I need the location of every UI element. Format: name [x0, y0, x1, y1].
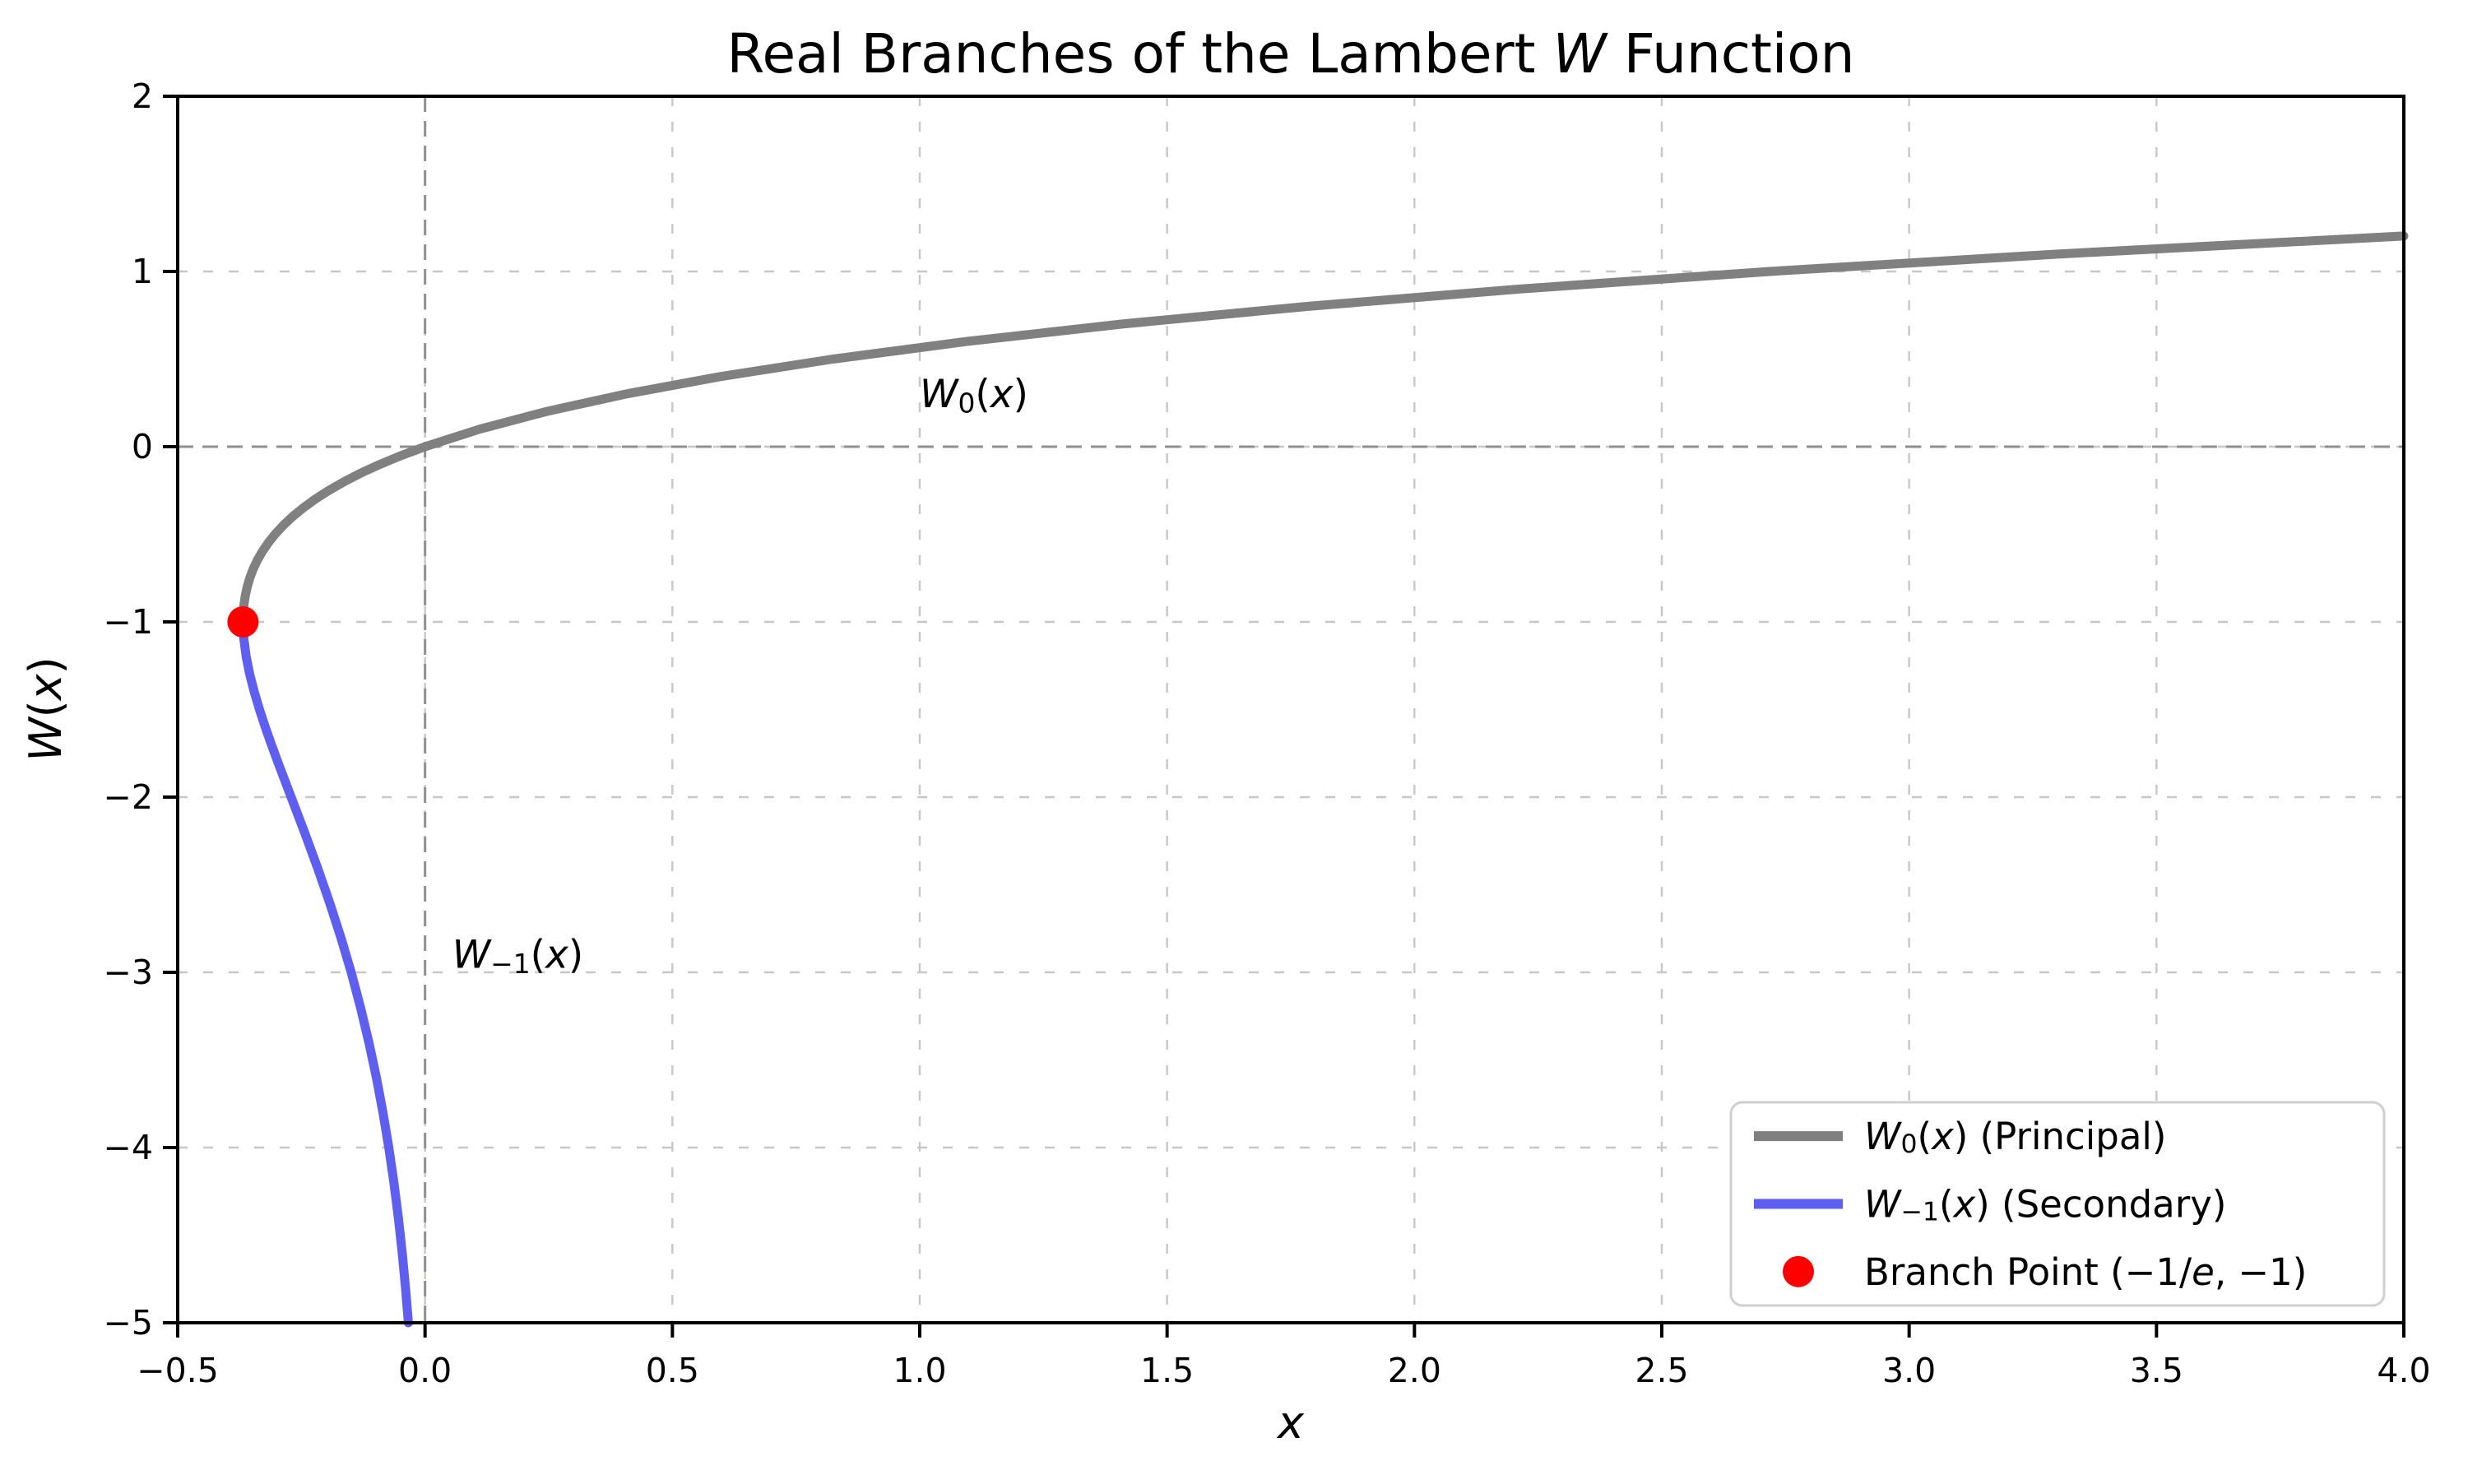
y-tick-label: −3: [104, 953, 153, 992]
y-tick-label: 2: [132, 77, 153, 116]
x-tick-label: 2.5: [1635, 1351, 1688, 1390]
W0-principal-branch-curve: [238, 231, 2409, 627]
W-1-secondary-branch-curve: [238, 617, 413, 1328]
x-axis-label: x: [1276, 1397, 1305, 1449]
x-tick-label: 1.5: [1140, 1351, 1194, 1390]
legend-entry-label: W0(x) (Principal): [1864, 1115, 2166, 1159]
x-tick-label: 4.0: [2377, 1351, 2430, 1390]
chart-title: Real Branches of the Lambert W Function: [727, 22, 1855, 86]
x-tick-label: 2.0: [1388, 1351, 1441, 1390]
x-tick-label: 0.5: [646, 1351, 699, 1390]
y-tick-label: −2: [104, 777, 153, 817]
x-tick-label: 3.0: [1882, 1351, 1936, 1390]
x-tick-label: 1.0: [893, 1351, 946, 1390]
y-tick-label: 0: [132, 427, 153, 466]
curve-annotations: W0(x) W−1(x): [452, 372, 1028, 980]
y-axis-ticks: 2 1 0 −1 −2 −3 −4 −5: [104, 77, 178, 1343]
legend: W0(x) (Principal) W−1(x) (Secondary) Branc…: [1729, 1101, 2386, 1307]
axes-spines: [176, 95, 2405, 1324]
x-tick-label: 0.0: [398, 1351, 452, 1390]
y-tick-label: −5: [104, 1303, 153, 1343]
y-axis-label: W(x): [20, 656, 72, 762]
annotation-label-1: W−1(x): [452, 932, 584, 979]
curves: [238, 231, 2409, 1328]
x-tick-label: 3.5: [2130, 1351, 2183, 1390]
legend-entry-label: Branch Point (−1/e, −1): [1864, 1250, 2307, 1293]
legend-entry-label: W−1(x) (Secondary): [1864, 1182, 2226, 1227]
x-axis-ticks: −0.5 0.0 0.5 1.0 1.5 2.0 2.5 3.0 3.5 4.0: [137, 1323, 2431, 1390]
legend-swatch-dot: [1783, 1255, 1814, 1287]
x-tick-label: −0.5: [137, 1351, 219, 1390]
annotation-label-0: W0(x): [920, 372, 1028, 419]
y-tick-label: 1: [132, 252, 153, 291]
branch-point-dot: [227, 606, 259, 638]
reference-lines: [178, 96, 2404, 1323]
y-tick-label: −1: [104, 602, 153, 642]
y-tick-label: −4: [104, 1128, 153, 1167]
legend-box: [1729, 1101, 2386, 1307]
branch-point-marker: [227, 606, 259, 638]
